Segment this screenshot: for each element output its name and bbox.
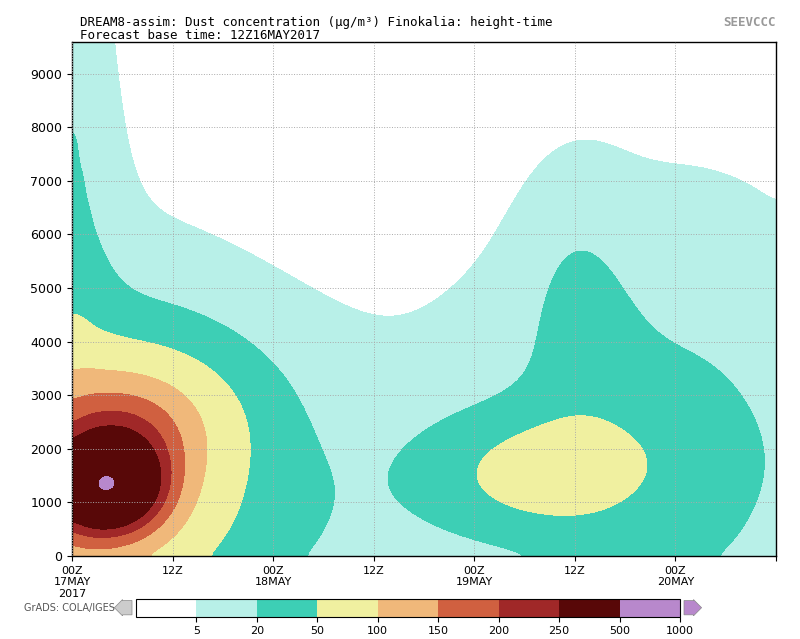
- Text: DREAM8-assim: Dust concentration (μg/m³) Finokalia: height-time: DREAM8-assim: Dust concentration (μg/m³)…: [80, 16, 553, 29]
- Text: GrADS: COLA/IGES: GrADS: COLA/IGES: [24, 603, 115, 613]
- Text: Forecast base time: 12Z16MAY2017: Forecast base time: 12Z16MAY2017: [80, 29, 320, 42]
- Text: SEEVCCC: SEEVCCC: [723, 16, 776, 29]
